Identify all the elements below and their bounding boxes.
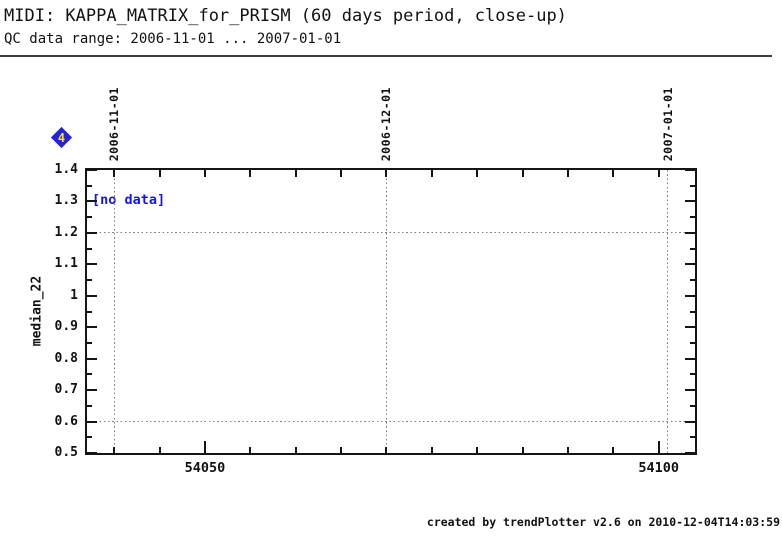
y-major-tick (87, 420, 97, 423)
x-top-tick (430, 170, 433, 177)
y-tick-label: 1.2 (54, 224, 78, 240)
x-tick-label: 54050 (184, 460, 226, 476)
y-minor-tick (87, 373, 92, 376)
x-top-tick (612, 170, 615, 177)
legend-diamond-marker-icon: 4 (50, 126, 73, 149)
y-tick-label: 0.7 (54, 382, 78, 398)
y-major-tick (87, 389, 97, 392)
y-major-tick (87, 263, 97, 266)
y-tick-label: 0.8 (54, 350, 78, 366)
x-minor-tick (521, 447, 524, 453)
y-tick-label: 0.6 (54, 413, 78, 429)
x-minor-tick (566, 447, 569, 453)
y-minor-tick-right (690, 279, 695, 282)
y-tick-label: 0.9 (54, 319, 78, 335)
y-major-tick-right (685, 200, 695, 203)
y-minor-tick (87, 310, 92, 313)
x-tick-label: 54100 (638, 460, 679, 476)
y-major-tick-right (685, 263, 695, 266)
y-minor-tick-right (690, 310, 695, 313)
x-top-tick (249, 170, 252, 177)
x-top-tick (385, 170, 388, 177)
y-minor-tick-right (690, 436, 695, 439)
y-minor-tick (87, 247, 92, 250)
y-tick-label: 1 (70, 287, 78, 303)
y-major-tick (87, 169, 97, 171)
date-gridline (113, 170, 115, 453)
y-minor-tick (87, 184, 92, 187)
y-major-tick-right (685, 326, 695, 329)
y-tick-label: 1.3 (54, 193, 78, 209)
y-axis-title: median_22 (29, 275, 45, 347)
top-date-label: 2006-11-01 (107, 86, 122, 161)
x-top-tick (158, 170, 161, 177)
y-minor-tick (87, 279, 92, 282)
x-minor-tick (612, 447, 615, 453)
y-minor-tick-right (690, 404, 695, 407)
x-minor-tick (385, 447, 388, 453)
x-major-tick (657, 441, 660, 453)
y-tick-label: 1.4 (54, 162, 78, 177)
x-minor-tick (430, 447, 433, 453)
no-data-annotation: [no data] (92, 192, 166, 209)
y-minor-tick (87, 341, 92, 344)
x-top-tick (294, 170, 297, 177)
legend-marker-count: 4 (57, 130, 66, 145)
qc-data-range-subtitle: QC data range: 2006-11-01 ... 2007-01-01 (4, 31, 342, 47)
x-minor-tick (113, 447, 116, 453)
plot-area: [no data] (85, 168, 697, 455)
x-minor-tick (249, 447, 252, 453)
page-title: MIDI: KAPPA_MATRIX_for_PRISM (60 days pe… (4, 6, 567, 26)
x-minor-tick (158, 447, 161, 453)
y-major-tick-right (685, 169, 695, 171)
top-date-label: 2007-01-01 (660, 86, 675, 161)
y-major-tick-right (685, 389, 695, 392)
date-gridline (385, 170, 387, 453)
y-minor-tick-right (690, 184, 695, 187)
x-top-tick (113, 170, 116, 177)
y-minor-tick-right (690, 373, 695, 376)
x-major-tick (203, 441, 206, 453)
top-date-label: 2006-12-01 (379, 86, 394, 161)
y-minor-tick (87, 404, 92, 407)
x-top-tick (203, 170, 206, 177)
y-minor-tick (87, 436, 92, 439)
x-minor-tick (340, 447, 343, 453)
y-tick-label: 1.1 (54, 256, 78, 272)
x-top-tick (340, 170, 343, 177)
y-major-tick-right (685, 294, 695, 297)
y-major-tick (87, 452, 97, 454)
y-major-tick (87, 357, 97, 360)
y-major-tick (87, 231, 97, 234)
y-major-tick (87, 294, 97, 297)
x-top-tick (476, 170, 479, 177)
y-minor-tick-right (690, 341, 695, 344)
y-minor-tick (87, 216, 92, 219)
credit-line: created by trendPlotter v2.6 on 2010-12-… (426, 515, 780, 529)
x-top-tick (566, 170, 569, 177)
y-major-tick-right (685, 452, 695, 454)
y-minor-tick-right (690, 216, 695, 219)
limit-line (87, 421, 695, 423)
y-minor-tick-right (690, 247, 695, 250)
header-divider (0, 55, 772, 57)
x-minor-tick (294, 447, 297, 453)
y-major-tick-right (685, 231, 695, 234)
y-major-tick (87, 200, 97, 203)
x-top-tick (657, 170, 660, 177)
x-minor-tick (476, 447, 479, 453)
date-gridline (667, 170, 669, 453)
y-major-tick-right (685, 420, 695, 423)
x-top-tick (521, 170, 524, 177)
limit-line (87, 232, 695, 234)
y-major-tick (87, 326, 97, 329)
y-major-tick-right (685, 357, 695, 360)
y-tick-label: 0.5 (54, 445, 78, 460)
